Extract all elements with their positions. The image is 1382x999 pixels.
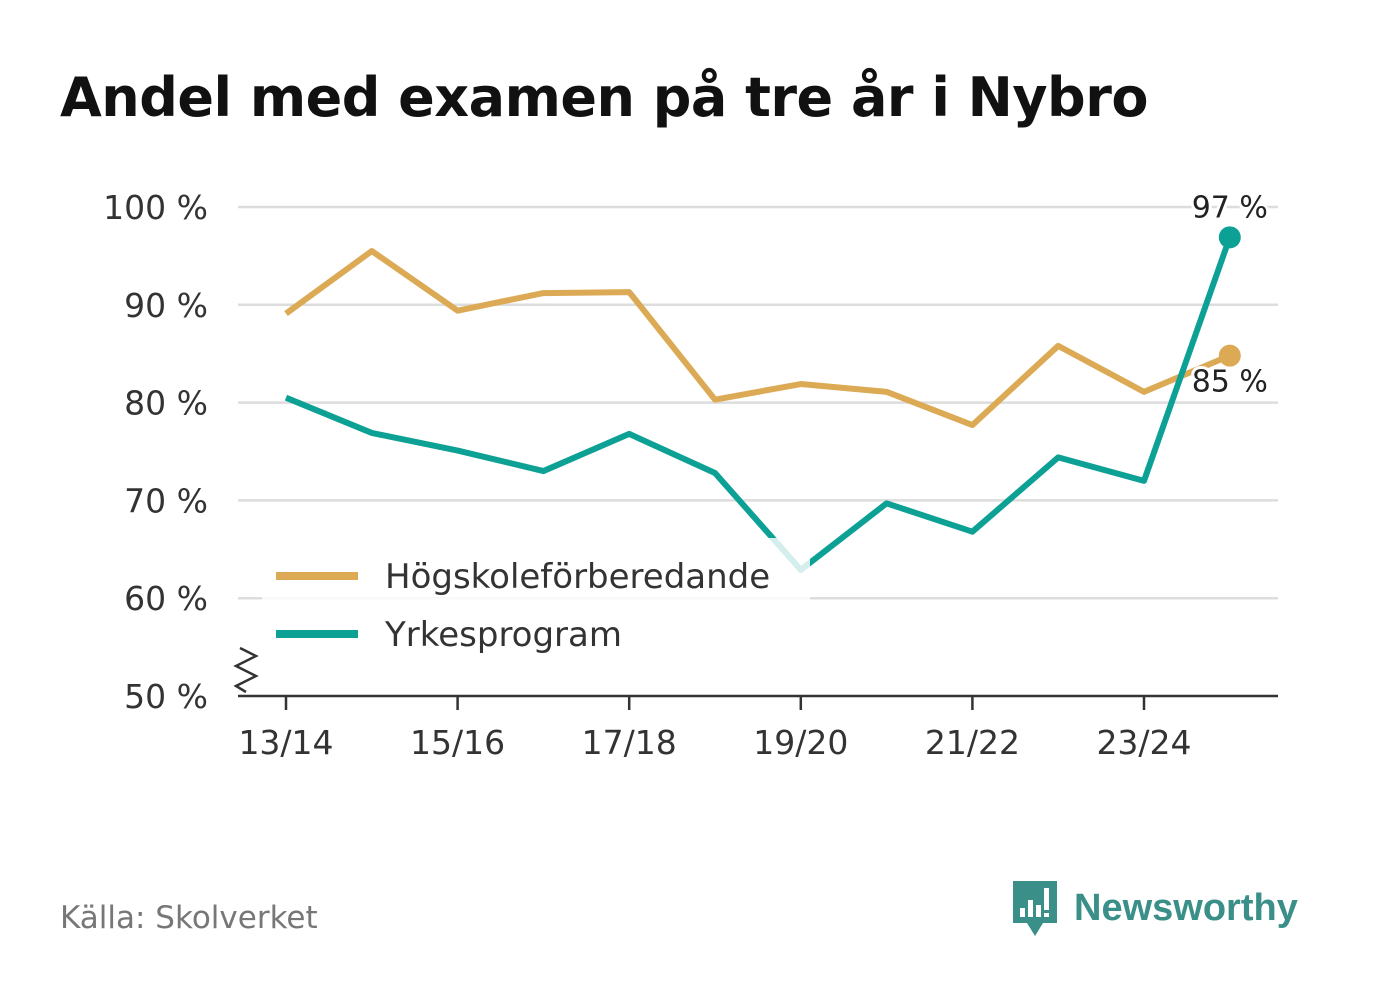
legend-label: Högskoleförberedande	[385, 557, 770, 597]
end-value-label: 97 %	[1192, 190, 1268, 225]
legend-background	[262, 538, 810, 660]
y-tick-label: 90 %	[124, 286, 208, 325]
y-tick-label: 100 %	[103, 188, 208, 227]
series-lines: 85 % 97 %	[284, 187, 1271, 573]
x-tick-label: 13/14	[238, 723, 333, 762]
y-tick-label: 60 %	[124, 579, 208, 618]
y-tick-label: 50 %	[124, 677, 208, 716]
legend-label: Yrkesprogram	[384, 615, 622, 655]
y-axis-ticks: 50 % 60 % 70 % 80 % 90 % 100 %	[103, 188, 208, 716]
end-point-marker	[1218, 226, 1241, 249]
end-point-marker	[1218, 344, 1241, 367]
brand-name: Newsworthy	[1074, 886, 1298, 929]
x-tick-label: 15/16	[410, 723, 505, 762]
line-chart: 50 % 60 % 70 % 80 % 90 % 100 % 13/14 15/16 17/1…	[103, 187, 1278, 762]
y-tick-label: 80 %	[124, 384, 208, 423]
series-line-högskoleförberedande	[284, 248, 1231, 429]
newsworthy-logo-icon	[1013, 881, 1057, 936]
chart-title: Andel med examen på tre år i Nybro	[60, 66, 1148, 129]
y-tick-label: 70 %	[124, 481, 208, 520]
legend: Högskoleförberedande Yrkesprogram	[262, 538, 810, 660]
end-value-label: 85 %	[1192, 365, 1268, 400]
axis-break-icon	[233, 646, 259, 694]
x-tick-label: 19/20	[753, 723, 848, 762]
x-tick-label: 23/24	[1096, 723, 1191, 762]
brand-logo: Newsworthy	[1010, 878, 1298, 938]
x-axis: 13/14 15/16 17/18 19/20 21/22 23/24	[233, 646, 1278, 762]
x-tick-label: 21/22	[925, 723, 1020, 762]
x-tick-label: 17/18	[582, 723, 677, 762]
source-note: Källa: Skolverket	[60, 900, 318, 936]
series-line-yrkesprogram	[284, 236, 1233, 573]
